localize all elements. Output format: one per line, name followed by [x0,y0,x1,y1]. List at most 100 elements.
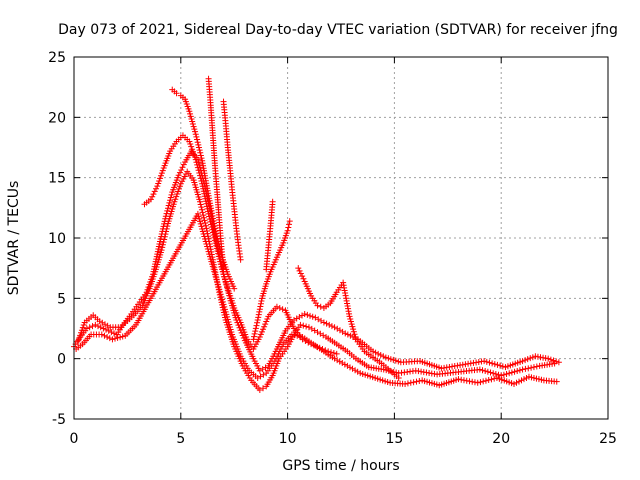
data-point [218,293,225,300]
data-point [254,319,261,326]
data-point [479,367,486,374]
data-point [148,276,155,283]
data-point [347,318,354,325]
series-lower-band [73,210,560,389]
data-point [529,354,536,361]
data-point [203,225,210,232]
data-point [197,201,204,208]
data-point [522,357,529,364]
data-point [180,161,187,168]
data-point [166,199,173,206]
data-point [370,348,377,355]
data-point [262,321,269,328]
data-point [209,226,216,233]
y-tick-label: -5 [52,412,66,428]
data-point [402,381,409,388]
data-point [209,263,216,270]
data-point [522,365,529,372]
data-point [350,326,357,333]
data-point [499,363,506,370]
data-point [202,236,209,243]
data-point [163,210,170,217]
data-point [286,221,293,228]
data-point [221,306,228,313]
data-point [155,180,162,187]
data-point [214,278,221,285]
data-point [199,225,206,232]
data-point [380,353,387,360]
data-point [207,218,214,225]
data-point [150,271,157,278]
data-point [175,185,182,192]
data-point [196,147,203,154]
data-point [202,220,209,227]
data-point [545,355,552,362]
data-point [469,378,476,385]
data-point [463,377,470,384]
data-point [100,325,107,332]
data-point [256,333,263,340]
data-point [219,296,226,303]
data-point [172,196,179,203]
data-point [210,266,217,273]
series-short-arc-5 [263,198,276,273]
data-point [195,144,202,151]
data-point [164,205,171,212]
data-point [226,321,233,328]
data-point [205,208,212,215]
data-point [482,368,489,375]
data-point [260,385,267,392]
data-point [77,332,84,339]
data-point [108,329,115,336]
chart-title: Day 073 of 2021, Sidereal Day-to-day VTE… [58,22,618,38]
data-point [491,375,498,382]
data-point [198,223,205,230]
data-point [179,164,186,171]
grid-lines [74,57,608,419]
y-tick-label: 0 [57,352,66,368]
data-point [297,321,304,328]
data-point [238,329,245,336]
data-point [237,256,244,263]
data-point [354,368,361,375]
data-point [194,210,201,217]
data-point [202,222,209,229]
data-point [97,324,104,331]
data-point [511,368,518,375]
data-point [95,323,102,330]
data-point [209,261,216,268]
data-point [207,256,214,263]
data-point [143,289,150,296]
data-point [215,250,222,257]
data-point [296,314,303,321]
data-point [309,313,316,320]
data-point [216,286,223,293]
data-point [155,243,162,250]
data-point [174,191,181,198]
data-point [455,376,462,383]
data-point [525,365,532,372]
data-point [156,241,163,248]
data-point [188,143,195,150]
data-point [198,204,205,211]
x-tick-label: 5 [176,431,185,447]
data-point [480,378,487,385]
data-point [204,205,211,212]
data-point [301,311,308,318]
data-point [489,360,496,367]
data-point [352,333,359,340]
data-point [175,172,182,179]
data-point [149,193,156,200]
data-point [497,362,504,369]
data-point [288,331,295,338]
data-point [350,328,357,335]
data-point [258,298,265,305]
data-point [225,318,232,325]
data-point [487,369,494,376]
data-point [197,149,204,156]
data-point [145,284,152,291]
data-point [199,209,206,216]
data-point [159,167,166,174]
data-point [200,212,207,219]
data-point [550,357,557,364]
